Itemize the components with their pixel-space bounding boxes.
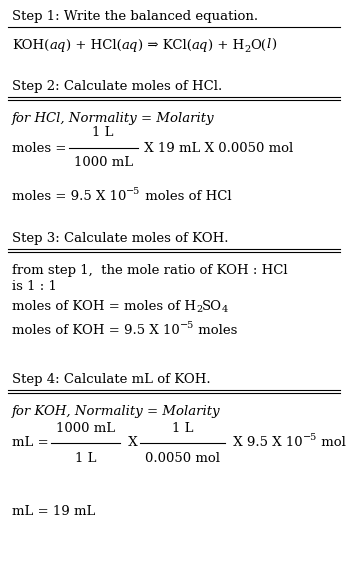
Text: from step 1,  the mole ratio of KOH : HCl: from step 1, the mole ratio of KOH : HCl: [12, 264, 288, 277]
Text: for HCl, Normality = Molarity: for HCl, Normality = Molarity: [12, 112, 215, 125]
Text: 0.0050 mol: 0.0050 mol: [145, 451, 220, 465]
Text: ) + HCl(: ) + HCl(: [66, 39, 121, 51]
Text: 1000 mL: 1000 mL: [56, 421, 115, 434]
Text: 1 L: 1 L: [93, 127, 114, 140]
Text: aq: aq: [121, 39, 138, 51]
Text: mL = 19 mL: mL = 19 mL: [12, 505, 95, 518]
Text: −5: −5: [180, 320, 194, 329]
Text: X 9.5 X 10: X 9.5 X 10: [229, 437, 302, 450]
Text: l: l: [267, 39, 271, 51]
Text: ): ): [271, 39, 276, 51]
Text: X 19 mL X 0.0050 mol: X 19 mL X 0.0050 mol: [140, 141, 293, 154]
Text: Step 3: Calculate moles of KOH.: Step 3: Calculate moles of KOH.: [12, 232, 229, 245]
Text: ) + H: ) + H: [208, 39, 244, 51]
Text: is 1 : 1: is 1 : 1: [12, 280, 57, 293]
Text: Step 4: Calculate mL of KOH.: Step 4: Calculate mL of KOH.: [12, 373, 211, 386]
Text: mL =: mL =: [12, 437, 53, 450]
Text: moles of KOH = 9.5 X 10: moles of KOH = 9.5 X 10: [12, 324, 180, 336]
Text: KOH(: KOH(: [12, 39, 49, 51]
Text: moles of HCl: moles of HCl: [141, 189, 231, 202]
Text: aq: aq: [49, 39, 66, 51]
Text: 1 L: 1 L: [172, 421, 193, 434]
Text: aq: aq: [192, 39, 208, 51]
Text: 1000 mL: 1000 mL: [74, 157, 133, 169]
Text: 1 L: 1 L: [75, 451, 96, 465]
Text: moles: moles: [194, 324, 237, 336]
Text: Step 1: Write the balanced equation.: Step 1: Write the balanced equation.: [12, 10, 258, 23]
Text: moles =: moles =: [12, 141, 71, 154]
Text: for KOH, Normality = Molarity: for KOH, Normality = Molarity: [12, 405, 221, 418]
Text: −5: −5: [302, 434, 317, 442]
Text: mol: mol: [317, 437, 346, 450]
Text: O(: O(: [251, 39, 267, 51]
Text: moles of KOH = moles of H: moles of KOH = moles of H: [12, 299, 196, 312]
Text: 2: 2: [244, 44, 251, 54]
Text: 4: 4: [222, 306, 229, 315]
Text: ) ⇒ KCl(: ) ⇒ KCl(: [138, 39, 192, 51]
Text: moles = 9.5 X 10: moles = 9.5 X 10: [12, 189, 126, 202]
Text: −5: −5: [126, 186, 141, 196]
Text: Step 2: Calculate moles of HCl.: Step 2: Calculate moles of HCl.: [12, 80, 222, 93]
Text: X: X: [124, 437, 142, 450]
Text: 2: 2: [196, 306, 202, 315]
Text: SO: SO: [202, 299, 222, 312]
